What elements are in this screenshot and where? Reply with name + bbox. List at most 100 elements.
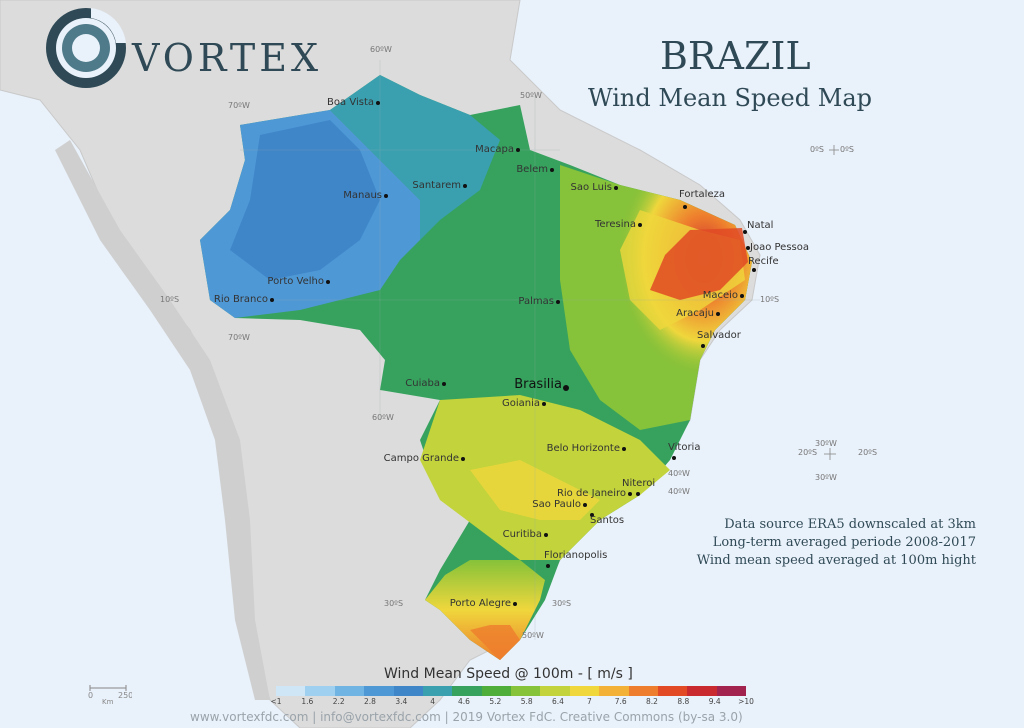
city-marker (270, 298, 274, 302)
city-label: Palmas (518, 296, 554, 307)
city-marker (563, 385, 569, 391)
note-period: Long-term averaged periode 2008-2017 (712, 535, 976, 550)
legend-swatch (687, 686, 717, 696)
grat-label: 60ºW (370, 45, 392, 54)
city-label: Boa Vista (327, 97, 374, 108)
legend-tick: 4.6 (458, 697, 470, 706)
city-marker (463, 184, 467, 188)
grat-label: 10ºS (160, 295, 179, 304)
city-marker (614, 186, 618, 190)
city-label: Porto Velho (267, 276, 324, 287)
city-marker (590, 513, 594, 517)
city-marker (701, 344, 705, 348)
grat-label: 50ºW (520, 91, 542, 100)
city-label: Rio de Janeiro (557, 488, 626, 499)
city-label: Cuiaba (405, 378, 440, 389)
city-label: Manaus (343, 190, 382, 201)
scale-unit: Km (102, 698, 114, 704)
city-label: Natal (747, 220, 773, 231)
legend-tick: 8.2 (646, 697, 658, 706)
grat-label: 50ºW (522, 631, 544, 640)
grat-label: 40ºW (668, 469, 690, 478)
city-label: Rio Branco (214, 294, 268, 305)
city-label: Campo Grande (384, 453, 459, 464)
city-label: Fortaleza (679, 189, 725, 200)
grat-label: 0ºS (810, 145, 824, 154)
legend-tick: 3.4 (395, 697, 408, 706)
city-label: Goiania (502, 398, 540, 409)
city-label: Santos (590, 515, 624, 526)
city-marker (376, 101, 380, 105)
city-marker (546, 564, 550, 568)
city-label: Belo Horizonte (547, 443, 620, 454)
city-label: Teresina (594, 219, 636, 230)
city-label: Curitiba (503, 529, 542, 540)
city-marker (556, 300, 560, 304)
city-marker (683, 205, 687, 209)
city-marker (743, 230, 747, 234)
legend-tick: 5.2 (489, 697, 502, 706)
legend-swatch (364, 686, 394, 696)
city-marker (384, 194, 388, 198)
graticule-lines (220, 60, 760, 640)
legend-tick: 9.4 (708, 697, 721, 706)
legend-tick: 2.2 (332, 697, 345, 706)
legend-swatch (511, 686, 541, 696)
scale-bar: 0 250 Km (88, 685, 132, 704)
city-marker (542, 402, 546, 406)
legend-swatch (305, 686, 335, 696)
page-title: BRAZIL (660, 34, 811, 78)
legend-tick: 1.6 (301, 697, 314, 706)
city-label: Sao Paulo (532, 499, 581, 510)
legend-tick: 2.8 (364, 697, 376, 706)
city-marker (716, 312, 720, 316)
grat-label: 60ºW (372, 413, 394, 422)
grat-label: 10ºS (760, 295, 779, 304)
legend-tick: 7 (586, 697, 592, 706)
grat-label: 20ºS (798, 448, 817, 457)
legend-swatch (276, 686, 306, 696)
city-marker (583, 503, 587, 507)
city-label: Sao Luis (571, 182, 613, 193)
legend-tick: 6.4 (552, 697, 564, 706)
legend-tick: 8.8 (677, 697, 690, 706)
city-marker (513, 602, 517, 606)
brand-name: VORTEX (132, 36, 323, 80)
legend-swatch (422, 686, 453, 696)
city-label: Vitoria (668, 442, 700, 453)
grat-label: 70ºW (228, 333, 250, 342)
city-label: Maceio (703, 290, 738, 301)
legend-swatch (393, 686, 423, 696)
city-label: Santarem (412, 180, 461, 191)
city-label: Brasilia (514, 377, 562, 392)
city-marker (752, 268, 756, 272)
legend-tick: >10 (738, 697, 754, 706)
legend-swatch (569, 686, 600, 696)
footer-credits: www.vortexfdc.com | info@vortexfdc.com |… (190, 710, 743, 724)
city-marker (326, 280, 330, 284)
legend-swatch (628, 686, 658, 696)
scale-max: 250 (118, 691, 132, 700)
legend-swatch (334, 686, 365, 696)
grat-label: 30ºS (552, 599, 571, 608)
city-marker (628, 492, 632, 496)
grat-label: 30ºW (815, 473, 837, 482)
city-label: Macapa (475, 144, 514, 155)
legend-swatch (716, 686, 746, 696)
city-label: Aracaju (676, 308, 714, 319)
grat-label: 20ºS (858, 448, 877, 457)
andes-relief (55, 140, 270, 700)
city-marker (622, 447, 626, 451)
city-marker (516, 148, 520, 152)
legend-tick: 7.6 (614, 697, 627, 706)
graticule-labels: 60ºW 50ºW 70ºW 70ºW 60ºW 40ºW 40ºW 50ºW … (160, 45, 877, 640)
city-label: Belem (516, 164, 548, 175)
legend-tick: <1 (270, 697, 282, 706)
legend-ticks: <1 1.6 2.2 2.8 3.4 4 4.6 5.2 5.8 6.4 7 7.6 8.2 8.8 9.4… (270, 697, 753, 707)
city-marker (740, 294, 744, 298)
brazil-wind-map (200, 75, 752, 660)
grat-label: 70ºW (228, 101, 250, 110)
city-label: Florianopolis (544, 550, 607, 561)
